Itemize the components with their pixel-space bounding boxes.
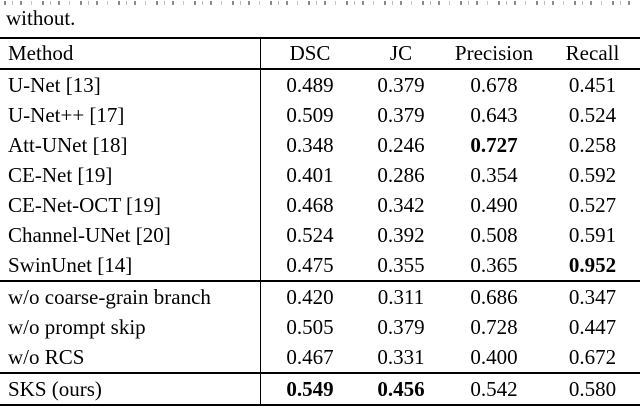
table-row: w/o coarse-grain branch 0.420 0.311 0.686 0.… — [0, 282, 640, 312]
table-row: SKS (ours) 0.549 0.456 0.542 0.580 — [0, 374, 640, 404]
column-header: Precision — [454, 41, 534, 65]
value-cell: 0.643 — [470, 102, 518, 127]
value-cell: 0.379 — [377, 102, 425, 127]
method-cell: CE-Net-OCT [19] — [0, 190, 261, 220]
value-cell: 0.342 — [377, 192, 425, 217]
value-cell: 0.591 — [568, 222, 617, 247]
column-header: Recall — [565, 41, 620, 65]
table-rule — [0, 280, 640, 282]
value-cell: 0.580 — [568, 376, 617, 401]
value-cell: 0.952 — [568, 252, 617, 277]
method-cell: w/o RCS — [0, 342, 261, 372]
value-cell: 0.509 — [286, 102, 334, 127]
method-cell: SwinUnet [14] — [0, 250, 261, 280]
column-header: DSC — [289, 41, 331, 65]
method-cell: U-Net++ [17] — [0, 100, 261, 130]
value-cell: 0.542 — [470, 376, 518, 401]
value-cell: 0.508 — [470, 222, 518, 247]
value-cell: 0.475 — [286, 252, 334, 277]
value-cell: 0.392 — [377, 222, 425, 247]
value-cell: 0.549 — [286, 376, 334, 401]
table-row: Att-UNet [18] 0.348 0.246 0.727 0.258 — [0, 130, 640, 160]
value-cell: 0.420 — [286, 284, 334, 309]
value-cell: 0.527 — [568, 192, 617, 217]
table-header-row: Method DSC JC Precision Recall — [0, 39, 640, 68]
table-row: w/o RCS 0.467 0.331 0.400 0.672 — [0, 342, 640, 372]
value-cell: 0.490 — [470, 192, 518, 217]
value-cell: 0.246 — [377, 132, 425, 157]
value-cell: 0.467 — [286, 344, 334, 369]
value-cell: 0.447 — [568, 314, 617, 339]
value-cell: 0.331 — [377, 344, 425, 369]
value-cell: 0.400 — [470, 344, 518, 369]
table-rule — [0, 37, 640, 39]
table-row: U-Net++ [17] 0.509 0.379 0.643 0.524 — [0, 100, 640, 130]
value-cell: 0.451 — [568, 72, 617, 97]
value-cell: 0.379 — [377, 72, 425, 97]
clipped-caption-line — [4, 1, 636, 5]
table-row: U-Net [13] 0.489 0.379 0.678 0.451 — [0, 70, 640, 100]
table-rule — [0, 404, 640, 406]
value-cell: 0.355 — [377, 252, 425, 277]
table-row: Channel-UNet [20] 0.524 0.392 0.508 0.591 — [0, 220, 640, 250]
value-cell: 0.489 — [286, 72, 334, 97]
table-row: SwinUnet [14] 0.475 0.355 0.365 0.952 — [0, 250, 640, 280]
table-rule — [0, 68, 640, 70]
value-cell: 0.456 — [377, 376, 425, 401]
value-cell: 0.311 — [377, 284, 425, 309]
value-cell: 0.365 — [470, 252, 518, 277]
value-cell: 0.728 — [470, 314, 518, 339]
value-cell: 0.348 — [286, 132, 334, 157]
table-row: CE-Net [19] 0.401 0.286 0.354 0.592 — [0, 160, 640, 190]
method-cell: U-Net [13] — [0, 70, 261, 100]
value-cell: 0.379 — [377, 314, 425, 339]
value-cell: 0.678 — [470, 72, 518, 97]
value-cell: 0.727 — [470, 132, 518, 157]
method-cell: SKS (ours) — [0, 374, 261, 404]
method-cell: Att-UNet [18] — [0, 130, 261, 160]
table-caption: without. — [6, 5, 75, 31]
method-cell: Channel-UNet [20] — [0, 220, 261, 250]
method-cell: CE-Net [19] — [0, 160, 261, 190]
table-rule — [0, 372, 640, 374]
value-cell: 0.672 — [568, 344, 617, 369]
table-row: w/o prompt skip 0.505 0.379 0.728 0.447 — [0, 312, 640, 342]
value-cell: 0.286 — [377, 162, 425, 187]
value-cell: 0.592 — [568, 162, 617, 187]
value-cell: 0.686 — [470, 284, 518, 309]
method-cell: w/o coarse-grain branch — [0, 282, 261, 312]
results-table: Method DSC JC Precision Recall U-Net [13] 0.48… — [0, 37, 640, 406]
value-cell: 0.401 — [286, 162, 334, 187]
method-cell: w/o prompt skip — [0, 312, 261, 342]
value-cell: 0.354 — [470, 162, 518, 187]
value-cell: 0.258 — [568, 132, 617, 157]
value-cell: 0.524 — [286, 222, 334, 247]
value-cell: 0.347 — [568, 284, 617, 309]
column-header: JC — [389, 41, 413, 65]
column-header: Method — [0, 39, 261, 68]
value-cell: 0.468 — [286, 192, 334, 217]
value-cell: 0.505 — [286, 314, 334, 339]
caption-text: without. — [6, 6, 76, 30]
table-row: CE-Net-OCT [19] 0.468 0.342 0.490 0.527 — [0, 190, 640, 220]
value-cell: 0.524 — [568, 102, 617, 127]
